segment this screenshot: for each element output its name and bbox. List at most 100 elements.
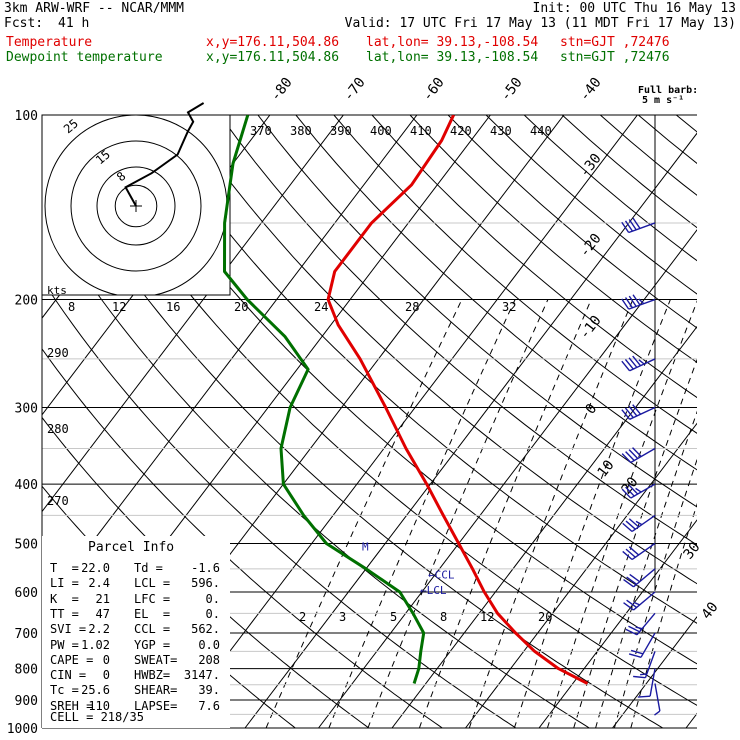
parcel-info-cell: 562. bbox=[191, 622, 220, 637]
isotherm-line bbox=[465, 422, 697, 728]
wind-barb-flag bbox=[624, 407, 634, 419]
parcel-info-cell: 39. bbox=[198, 683, 220, 698]
wind-barb-flag bbox=[626, 576, 638, 585]
wind-barb-flag bbox=[635, 520, 643, 526]
mixing-ratio-label-lower: 3 bbox=[339, 610, 346, 624]
fcst-label: Fcst: bbox=[4, 16, 44, 31]
parcel-info-cell: 25.6 bbox=[81, 683, 110, 698]
wind-barb-flag bbox=[632, 217, 641, 229]
wind-barb-flag bbox=[625, 628, 638, 636]
mixing-ratio-line bbox=[595, 410, 697, 728]
wind-barb-flag bbox=[623, 579, 634, 588]
wind-barb-flag bbox=[628, 219, 637, 231]
parcel-info-cell: SWEAT= bbox=[134, 652, 178, 667]
parcel-info-cell: 0 bbox=[102, 652, 110, 667]
wind-barb bbox=[633, 651, 656, 679]
wind-barb-flag bbox=[621, 298, 630, 310]
wind-barb-flag bbox=[632, 294, 641, 306]
model-title: 3km ARW-WRF -- NCAR/MMM bbox=[4, 1, 185, 16]
dry-adiabat-line bbox=[371, 115, 697, 399]
wind-barb bbox=[623, 568, 656, 588]
wind-barb-flag bbox=[623, 602, 634, 611]
parcel-info-cell: 110 bbox=[88, 698, 110, 713]
wind-barb-flag bbox=[621, 360, 631, 372]
theta-label: 390 bbox=[330, 124, 352, 138]
wind-barb bbox=[621, 447, 656, 464]
parcel-info-box bbox=[42, 536, 230, 728]
isotherm-label: -50 bbox=[498, 75, 526, 105]
parcel-info-cell: CCL = bbox=[134, 622, 171, 637]
dewpoint-profile bbox=[223, 115, 426, 684]
pressure-tick-label: 500 bbox=[15, 537, 38, 552]
parcel-info-cell: 2.2 bbox=[88, 622, 110, 637]
wind-barb-staff bbox=[629, 406, 656, 420]
parcel-info-cell: PW = bbox=[50, 637, 79, 652]
wind-barb-staff bbox=[633, 591, 656, 611]
wind-barb-staff bbox=[631, 514, 656, 533]
dewpoint-legend: Dewpoint temperature bbox=[6, 50, 163, 65]
wind-barb-flag bbox=[621, 453, 632, 464]
parcel-info-cell: 2.4 bbox=[88, 576, 110, 591]
wind-barb-staff bbox=[633, 568, 656, 588]
wind-barb-flag bbox=[621, 488, 632, 499]
wind-barb bbox=[654, 683, 661, 716]
wind-barb-flag bbox=[633, 675, 646, 679]
wind-barb-flag bbox=[638, 359, 645, 365]
dry-adiabat-line bbox=[219, 115, 697, 546]
parcel-info-cell: 596. bbox=[191, 576, 220, 591]
isotherm-label: -40 bbox=[577, 75, 605, 105]
wind-barb-flag bbox=[628, 546, 640, 556]
wind-barb-staff bbox=[654, 683, 661, 712]
wind-barb-flag bbox=[628, 449, 639, 460]
wind-barb-staff bbox=[631, 542, 656, 561]
hodograph-ring bbox=[114, 184, 158, 228]
dry-adiabat-line bbox=[485, 115, 697, 295]
pressure-tick-label: 300 bbox=[15, 401, 38, 416]
pressure-tick-label: 1000 bbox=[7, 722, 38, 737]
mixing-ratio-label: 8 bbox=[68, 300, 75, 314]
hodograph-trace bbox=[124, 102, 205, 207]
mixing-ratio-line bbox=[546, 300, 697, 728]
theta-label: 430 bbox=[490, 124, 512, 138]
dry-adiabat-line bbox=[523, 115, 697, 262]
valid-time: Valid: 17 UTC Fri 17 May 13 (11 MDT Fri … bbox=[344, 16, 736, 31]
dry-adiabat-line bbox=[447, 115, 697, 329]
wind-barb-flag bbox=[632, 447, 642, 458]
wind-barb-flag bbox=[638, 298, 645, 305]
wind-barb-staff bbox=[628, 222, 656, 234]
pressure-tick-label: 200 bbox=[15, 294, 38, 309]
mixing-ratio-line bbox=[513, 299, 671, 728]
parcel-info-cell: Td = bbox=[134, 561, 163, 575]
theta-label-left: 290 bbox=[47, 346, 69, 360]
wind-barb-flag bbox=[640, 673, 647, 676]
isotherm-line bbox=[318, 229, 697, 728]
hodograph-ring bbox=[96, 166, 176, 246]
mixing-ratio-label-lower: 20 bbox=[538, 610, 552, 624]
wind-barb-flag bbox=[637, 695, 651, 698]
wind-barb bbox=[621, 404, 656, 420]
parcel-info-cell: Tc = bbox=[50, 683, 79, 698]
theta-label: 380 bbox=[290, 124, 312, 138]
wind-barb-flag bbox=[628, 653, 642, 658]
wind-barb bbox=[621, 217, 656, 234]
theta-label: 420 bbox=[450, 124, 472, 138]
mixing-ratio-label: 20 bbox=[234, 300, 248, 314]
parcel-info-cell: 1.02 bbox=[81, 637, 110, 652]
parcel-info-cell: 0.0 bbox=[198, 637, 220, 652]
wind-barb-staff bbox=[629, 358, 656, 372]
wind-barb-flag bbox=[622, 550, 633, 561]
mixing-ratio-label-lower: 2 bbox=[299, 610, 306, 624]
parcel-info-cell: SHEAR= bbox=[134, 683, 178, 698]
isotherm-line bbox=[42, 115, 418, 610]
wind-barb bbox=[621, 483, 656, 499]
temperature-profile bbox=[326, 115, 589, 685]
parcel-info-cell: HWBZ= bbox=[134, 668, 171, 683]
mixing-ratio-label: 24 bbox=[314, 300, 328, 314]
hodograph-unit-label: kts bbox=[47, 284, 67, 297]
isotherm-line bbox=[42, 115, 344, 513]
isotherm-line bbox=[244, 132, 697, 728]
wind-barb-flag bbox=[626, 599, 638, 609]
wind-barb-flag bbox=[625, 520, 636, 530]
wind-barb-flag bbox=[625, 451, 635, 462]
parcel-info-cell: 47 bbox=[95, 606, 110, 621]
